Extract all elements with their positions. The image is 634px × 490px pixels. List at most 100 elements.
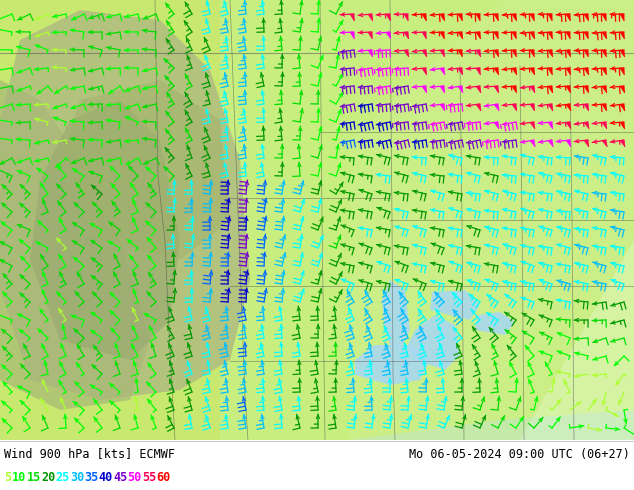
Polygon shape bbox=[530, 32, 534, 39]
Polygon shape bbox=[408, 315, 460, 370]
Polygon shape bbox=[382, 280, 410, 350]
Polygon shape bbox=[620, 32, 624, 39]
Polygon shape bbox=[350, 0, 634, 440]
Polygon shape bbox=[368, 32, 372, 39]
Polygon shape bbox=[440, 14, 444, 21]
Polygon shape bbox=[530, 122, 535, 129]
Polygon shape bbox=[386, 32, 391, 39]
Polygon shape bbox=[566, 14, 571, 21]
Polygon shape bbox=[458, 86, 463, 93]
Polygon shape bbox=[566, 86, 571, 93]
Polygon shape bbox=[494, 104, 499, 111]
Polygon shape bbox=[530, 50, 534, 57]
Polygon shape bbox=[494, 50, 499, 57]
Polygon shape bbox=[30, 100, 180, 360]
Text: 15: 15 bbox=[27, 471, 41, 484]
Text: 50: 50 bbox=[127, 471, 141, 484]
Polygon shape bbox=[60, 80, 230, 260]
Polygon shape bbox=[620, 50, 624, 57]
Polygon shape bbox=[494, 14, 498, 21]
Polygon shape bbox=[475, 312, 515, 335]
Polygon shape bbox=[0, 0, 220, 440]
Polygon shape bbox=[566, 104, 571, 111]
Polygon shape bbox=[566, 50, 571, 57]
Text: Wind 900 hPa [kts] ECMWF: Wind 900 hPa [kts] ECMWF bbox=[4, 447, 175, 461]
Polygon shape bbox=[440, 104, 445, 111]
Polygon shape bbox=[584, 104, 588, 111]
Polygon shape bbox=[458, 50, 462, 57]
Polygon shape bbox=[430, 290, 480, 320]
Text: 45: 45 bbox=[113, 471, 127, 484]
Text: 25: 25 bbox=[55, 471, 70, 484]
Polygon shape bbox=[620, 68, 624, 75]
Polygon shape bbox=[404, 50, 409, 57]
Polygon shape bbox=[494, 86, 498, 93]
Text: 60: 60 bbox=[156, 471, 171, 484]
Polygon shape bbox=[350, 14, 354, 21]
Polygon shape bbox=[548, 86, 553, 93]
Text: 40: 40 bbox=[99, 471, 113, 484]
Polygon shape bbox=[440, 50, 444, 57]
Polygon shape bbox=[458, 68, 463, 75]
Polygon shape bbox=[566, 140, 571, 147]
Text: 30: 30 bbox=[70, 471, 84, 484]
Polygon shape bbox=[422, 14, 427, 21]
Polygon shape bbox=[548, 140, 553, 147]
Polygon shape bbox=[476, 104, 481, 111]
Polygon shape bbox=[620, 122, 624, 129]
Polygon shape bbox=[300, 410, 634, 440]
Polygon shape bbox=[566, 32, 570, 39]
Polygon shape bbox=[476, 50, 481, 57]
Polygon shape bbox=[530, 68, 534, 75]
Polygon shape bbox=[520, 240, 634, 440]
Polygon shape bbox=[476, 86, 481, 93]
Polygon shape bbox=[548, 32, 552, 39]
Polygon shape bbox=[422, 68, 427, 75]
Polygon shape bbox=[602, 104, 607, 111]
Polygon shape bbox=[584, 50, 588, 57]
Polygon shape bbox=[404, 32, 409, 39]
Polygon shape bbox=[0, 80, 150, 410]
Polygon shape bbox=[512, 14, 517, 21]
Polygon shape bbox=[548, 50, 553, 57]
Polygon shape bbox=[404, 14, 408, 21]
Polygon shape bbox=[602, 140, 607, 147]
Polygon shape bbox=[530, 14, 534, 21]
Polygon shape bbox=[494, 32, 498, 39]
Polygon shape bbox=[512, 104, 517, 111]
Polygon shape bbox=[476, 14, 480, 21]
Polygon shape bbox=[620, 14, 624, 21]
Polygon shape bbox=[494, 68, 498, 75]
Polygon shape bbox=[476, 68, 481, 75]
Polygon shape bbox=[530, 104, 534, 111]
Polygon shape bbox=[422, 50, 427, 57]
Polygon shape bbox=[422, 32, 426, 39]
Polygon shape bbox=[548, 68, 552, 75]
Polygon shape bbox=[566, 122, 571, 129]
Polygon shape bbox=[584, 68, 589, 75]
Text: Mo 06-05-2024 09:00 UTC (06+27): Mo 06-05-2024 09:00 UTC (06+27) bbox=[409, 447, 630, 461]
Polygon shape bbox=[602, 122, 607, 129]
Polygon shape bbox=[458, 14, 462, 21]
Polygon shape bbox=[530, 86, 535, 93]
Polygon shape bbox=[355, 345, 430, 385]
Polygon shape bbox=[368, 14, 373, 21]
Polygon shape bbox=[548, 104, 553, 111]
Polygon shape bbox=[620, 140, 625, 147]
Polygon shape bbox=[602, 68, 607, 75]
Polygon shape bbox=[350, 32, 354, 39]
Polygon shape bbox=[512, 32, 516, 39]
Polygon shape bbox=[584, 32, 588, 39]
Polygon shape bbox=[512, 50, 517, 57]
Polygon shape bbox=[584, 86, 588, 93]
Polygon shape bbox=[602, 86, 607, 93]
Polygon shape bbox=[566, 68, 571, 75]
Polygon shape bbox=[368, 50, 373, 57]
Polygon shape bbox=[0, 10, 250, 400]
Polygon shape bbox=[458, 32, 463, 39]
Polygon shape bbox=[512, 86, 517, 93]
Polygon shape bbox=[620, 104, 625, 111]
Text: 5: 5 bbox=[4, 471, 11, 484]
Polygon shape bbox=[440, 68, 445, 75]
Polygon shape bbox=[548, 122, 553, 129]
